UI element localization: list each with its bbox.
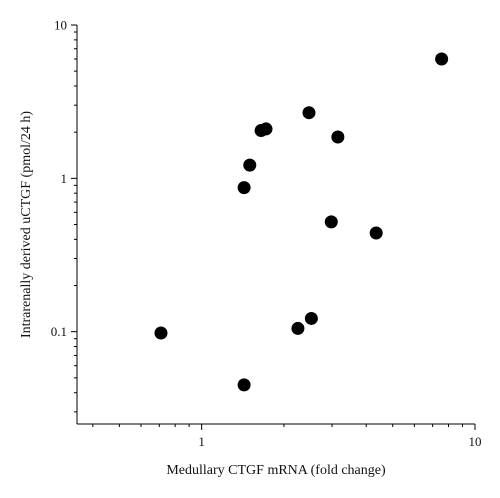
data-point bbox=[237, 181, 251, 195]
x-tick-label: 10 bbox=[469, 434, 482, 449]
data-point bbox=[331, 130, 345, 144]
y-tick-label: 0.1 bbox=[51, 324, 67, 339]
data-point bbox=[324, 215, 338, 229]
y-axis-label: Intrarenally derived uCTGF (pmol/24 h) bbox=[19, 111, 34, 338]
x-tick-label: 1 bbox=[198, 434, 205, 449]
data-point bbox=[243, 158, 257, 172]
data-point bbox=[237, 378, 251, 392]
data-points bbox=[154, 52, 449, 392]
x-axis-label: Medullary CTGF mRNA (fold change) bbox=[166, 463, 386, 478]
data-point bbox=[291, 321, 305, 335]
axes bbox=[76, 25, 475, 425]
y-ticks: 0.1 1 10 bbox=[51, 18, 77, 413]
data-point bbox=[259, 122, 273, 136]
y-tick-label: 1 bbox=[61, 171, 68, 186]
data-point bbox=[435, 52, 449, 66]
data-point bbox=[302, 106, 316, 120]
x-ticks: 1 10 bbox=[92, 424, 482, 449]
data-point bbox=[304, 311, 318, 325]
y-tick-label: 10 bbox=[54, 18, 67, 33]
data-point bbox=[369, 226, 383, 240]
data-point bbox=[154, 326, 168, 340]
